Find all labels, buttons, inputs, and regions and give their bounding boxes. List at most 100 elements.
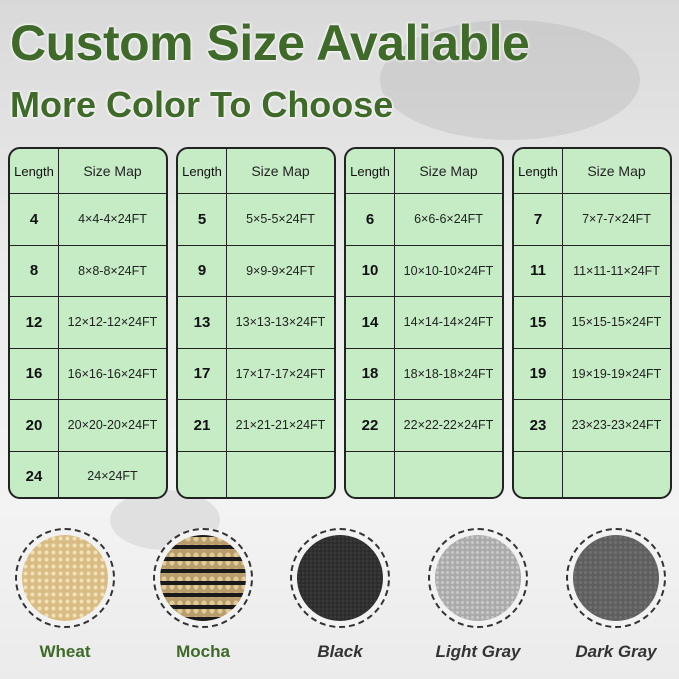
background-machine [380, 20, 640, 140]
size-cell: 18×18-18×24FT [403, 366, 494, 381]
header-length: Length [346, 149, 395, 193]
length-cell: 15 [514, 297, 563, 348]
color-label: Light Gray [435, 642, 521, 661]
table-row: 6 6×6-6×24FT [346, 194, 502, 246]
length-cell: 11 [514, 245, 563, 296]
size-cell: 14×14-14×24FT [403, 315, 494, 330]
table-header: Length Size Map [514, 149, 670, 194]
size-table: Length Size Map 4 4×4-4×24FT 8 8×8-8×24FT 12 12… [8, 147, 168, 499]
table-row: 9 9×9-9×24FT [178, 245, 334, 297]
table-row: 8 8×8-8×24FT [10, 245, 166, 297]
table-row: 5 5×5-5×24FT [178, 194, 334, 246]
length-cell: 10 [346, 245, 395, 296]
length-cell: 14 [346, 297, 395, 348]
header-size-map: Size Map [83, 163, 142, 179]
table-row [178, 451, 334, 498]
size-cell: 8×8-8×24FT [78, 263, 147, 278]
table-row: 7 7×7-7×24FT [514, 194, 670, 246]
size-cell [227, 452, 334, 498]
page-title: Custom Size Avaliable [10, 15, 530, 71]
size-cell: 15×15-15×24FT [571, 315, 662, 330]
size-cell: 19×19-19×24FT [571, 366, 662, 381]
table-row: 4 4×4-4×24FT [10, 194, 166, 246]
color-swatch-mocha [153, 528, 253, 628]
size-cell: 17×17-17×24FT [235, 366, 326, 381]
table-row: 10 10×10-10×24FT [346, 245, 502, 297]
header-length: Length [178, 149, 227, 193]
header-size-map: Size Map [587, 163, 646, 179]
size-cell: 21×21-21×24FT [235, 418, 326, 433]
table-row: 22 22×22-22×24FT [346, 400, 502, 452]
header-size-map: Size Map [251, 163, 310, 179]
size-cell: 10×10-10×24FT [403, 263, 494, 278]
header-size-map: Size Map [419, 163, 478, 179]
color-label: Mocha [176, 642, 230, 661]
table-row: 13 13×13-13×24FT [178, 297, 334, 349]
size-cell [395, 452, 502, 498]
size-cell [563, 452, 670, 498]
length-cell: 6 [346, 194, 395, 245]
size-cell: 13×13-13×24FT [235, 315, 326, 330]
table-row: 21 21×21-21×24FT [178, 400, 334, 452]
length-cell: 17 [178, 348, 227, 399]
table-row: 19 19×19-19×24FT [514, 348, 670, 400]
size-table: Length Size Map 7 7×7-7×24FT 11 11×11-11×24FT… [512, 147, 672, 499]
size-cell: 5×5-5×24FT [246, 212, 315, 227]
fabric-texture [22, 535, 108, 621]
length-cell [514, 451, 563, 497]
table-row: 12 12×12-12×24FT [10, 297, 166, 349]
page-subtitle: More Color To Choose [10, 84, 394, 125]
size-cell: 24×24FT [87, 469, 138, 483]
length-cell: 24 [10, 451, 59, 497]
color-swatch-light-gray [428, 528, 528, 628]
size-cell: 12×12-12×24FT [67, 315, 158, 330]
length-cell: 19 [514, 348, 563, 399]
header-length: Length [10, 149, 59, 193]
length-cell: 9 [178, 245, 227, 296]
length-cell: 23 [514, 400, 563, 451]
fabric-texture [435, 535, 521, 621]
color-label: Wheat [39, 642, 91, 661]
length-cell: 12 [10, 297, 59, 348]
size-cell: 20×20-20×24FT [67, 418, 158, 433]
size-cell: 22×22-22×24FT [403, 418, 494, 433]
size-cell: 11×11-11×24FT [573, 263, 660, 278]
size-cell: 7×7-7×24FT [582, 212, 651, 227]
length-cell: 5 [178, 194, 227, 245]
size-table: Length Size Map 6 6×6-6×24FT 10 10×10-10×24FT… [344, 147, 504, 499]
length-cell: 22 [346, 400, 395, 451]
table-row: 23 23×23-23×24FT [514, 400, 670, 452]
length-cell: 18 [346, 348, 395, 399]
table-header: Length Size Map [346, 149, 502, 194]
length-cell: 7 [514, 194, 563, 245]
length-cell: 8 [10, 245, 59, 296]
fabric-texture [573, 535, 659, 621]
length-cell [346, 451, 395, 497]
table-row: 16 16×16-16×24FT [10, 348, 166, 400]
table-row: 15 15×15-15×24FT [514, 297, 670, 349]
table-row: 14 14×14-14×24FT [346, 297, 502, 349]
length-cell: 16 [10, 348, 59, 399]
table-row: 24 24×24FT [10, 451, 166, 497]
color-label: Black [317, 642, 363, 661]
table-header: Length Size Map [178, 149, 334, 194]
color-swatch-black [290, 528, 390, 628]
size-cell: 6×6-6×24FT [414, 212, 483, 227]
color-swatch-dark-gray [566, 528, 666, 628]
table-row: 20 20×20-20×24FT [10, 400, 166, 452]
size-table: Length Size Map 5 5×5-5×24FT 9 9×9-9×24FT 13 13… [176, 147, 336, 499]
length-cell: 13 [178, 297, 227, 348]
color-swatch-wheat [15, 528, 115, 628]
size-cell: 23×23-23×24FT [571, 418, 662, 433]
table-header: Length Size Map [10, 149, 166, 194]
size-cell: 4×4-4×24FT [78, 212, 147, 227]
length-cell [178, 451, 227, 497]
size-cell: 16×16-16×24FT [67, 366, 158, 381]
table-row: 17 17×17-17×24FT [178, 348, 334, 400]
length-cell: 21 [178, 400, 227, 451]
table-row: 18 18×18-18×24FT [346, 348, 502, 400]
table-row [346, 451, 502, 498]
length-cell: 20 [10, 400, 59, 451]
fabric-texture [160, 535, 246, 621]
table-row: 11 11×11-11×24FT [514, 245, 670, 297]
